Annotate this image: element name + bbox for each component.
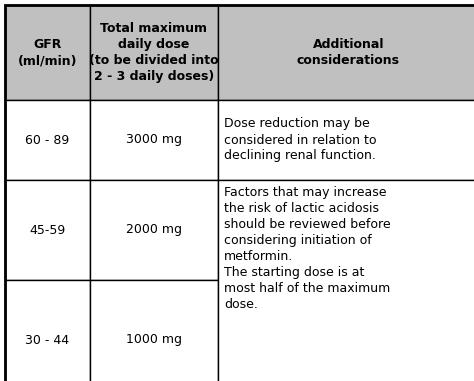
Bar — [5, 280, 90, 381]
Bar — [218, 180, 474, 381]
Text: 1000 mg: 1000 mg — [126, 333, 182, 346]
Bar — [90, 280, 218, 381]
Text: Factors that may increase
the risk of lactic acidosis
should be reviewed before
: Factors that may increase the risk of la… — [224, 186, 391, 311]
Bar — [218, 100, 474, 180]
Text: 30 - 44: 30 - 44 — [26, 333, 70, 346]
Bar — [5, 100, 90, 180]
Bar — [90, 100, 218, 180]
Bar — [218, 5, 474, 100]
Bar — [90, 5, 218, 100]
Text: 2000 mg: 2000 mg — [126, 224, 182, 237]
Text: Dose reduction may be
considered in relation to
declining renal function.: Dose reduction may be considered in rela… — [224, 117, 376, 163]
Text: GFR
(ml/min): GFR (ml/min) — [18, 38, 77, 67]
Text: Total maximum
daily dose
(to be divided into
2 - 3 daily doses): Total maximum daily dose (to be divided … — [89, 22, 219, 83]
Text: Additional
considerations: Additional considerations — [297, 38, 400, 67]
Bar — [90, 180, 218, 280]
Text: 3000 mg: 3000 mg — [126, 133, 182, 147]
Bar — [5, 5, 90, 100]
Text: 45-59: 45-59 — [29, 224, 65, 237]
Bar — [5, 180, 90, 280]
Text: 60 - 89: 60 - 89 — [26, 133, 70, 147]
